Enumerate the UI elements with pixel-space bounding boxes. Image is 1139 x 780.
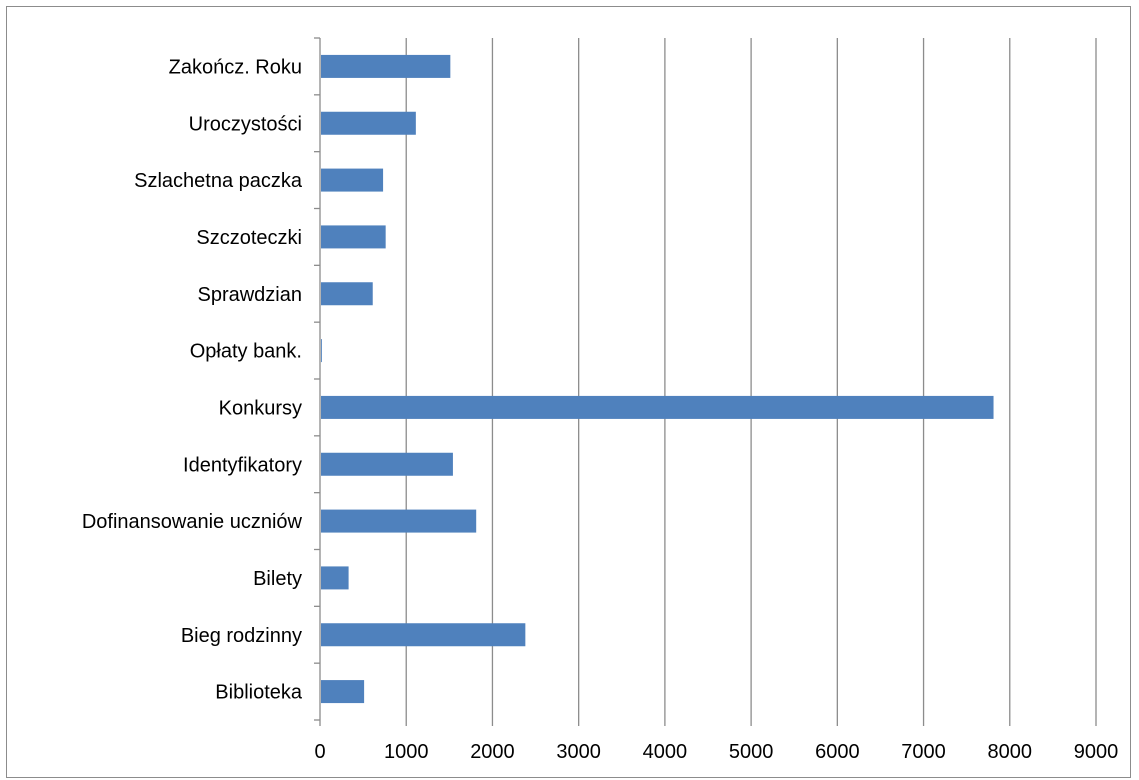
category-label: Bieg rodzinny: [181, 625, 302, 647]
x-tick-label: 3000: [556, 741, 601, 763]
bar: [321, 168, 384, 192]
category-label: Biblioteka: [215, 682, 303, 704]
category-label: Konkursy: [219, 397, 302, 419]
x-tick-label: 8000: [988, 741, 1033, 763]
category-label: Zakończ. Roku: [169, 56, 302, 78]
gridlines: [405, 38, 1097, 720]
category-label: Bilety: [253, 568, 302, 590]
bar: [321, 225, 386, 249]
bar: [321, 395, 994, 419]
bar: [321, 282, 373, 306]
x-tick-label: 7000: [901, 741, 946, 763]
x-tick-label: 9000: [1074, 741, 1119, 763]
axes: [314, 37, 1097, 726]
x-tick-label: 6000: [815, 741, 860, 763]
x-tick-label: 5000: [729, 741, 774, 763]
bar: [321, 623, 526, 647]
category-label: Uroczystości: [189, 113, 302, 135]
category-label: Szlachetna paczka: [134, 170, 303, 192]
x-tick-label: 4000: [643, 741, 688, 763]
bar: [321, 452, 453, 476]
bar: [321, 339, 322, 363]
x-tick-label: 0: [314, 741, 325, 763]
chart-area: [6, 6, 1131, 778]
category-label: Sprawdzian: [197, 284, 302, 306]
x-tick-label: 1000: [384, 741, 429, 763]
x-tick-label: 2000: [470, 741, 515, 763]
bar: [321, 680, 365, 704]
category-label: Identyfikatory: [183, 454, 302, 476]
category-label: Szczoteczki: [196, 227, 302, 249]
bars: [321, 54, 994, 704]
bar: [321, 54, 451, 78]
labels: 0 1000 2000 3000 4000 5000 6000 7000 8000 9000 Zak…: [82, 56, 1118, 763]
bar: [321, 111, 416, 135]
bar: [321, 566, 349, 590]
category-label: Dofinansowanie uczniów: [82, 511, 303, 533]
category-label: Opłaty bank.: [190, 341, 302, 363]
bar: [321, 509, 477, 533]
